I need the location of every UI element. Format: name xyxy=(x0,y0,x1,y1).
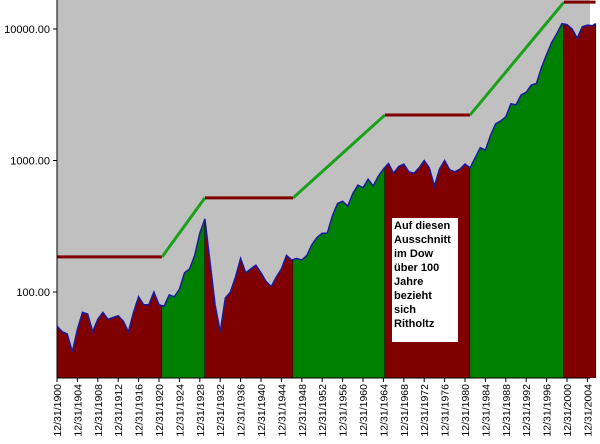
x-tick-label: 12/31/1928 xyxy=(195,384,207,437)
x-tick-label: 12/31/1900 xyxy=(52,384,64,437)
x-tick-label: 12/31/1940 xyxy=(256,384,268,437)
annotation-line: bezieht xyxy=(394,290,432,302)
x-tick-label: 12/31/1936 xyxy=(236,384,248,437)
x-tick-label: 12/31/1948 xyxy=(297,384,309,437)
annotation-line: über 100 xyxy=(394,262,440,274)
y-tick-label: 10000.00 xyxy=(4,24,50,36)
x-tick-label: 12/31/1924 xyxy=(174,384,186,437)
dow-price-line xyxy=(56,22,596,353)
x-tick-label: 12/31/1912 xyxy=(113,384,125,437)
x-tick-label: 12/31/1932 xyxy=(215,384,227,437)
annotation-line: Ausschnitt xyxy=(394,234,451,246)
x-tick-label: 12/31/1972 xyxy=(419,384,431,437)
regime-area-sideways xyxy=(57,292,163,378)
y-tick-label: 1000.00 xyxy=(10,156,50,168)
trend-line-bull xyxy=(160,196,207,258)
trend-line-bull xyxy=(468,1,566,116)
x-tick-label: 12/31/1920 xyxy=(154,384,166,437)
annotation-line: im Dow xyxy=(394,248,434,260)
x-tick-label: 12/31/1976 xyxy=(440,384,452,437)
annotation-line: Jahre xyxy=(394,276,424,288)
x-tick-label: 12/31/1996 xyxy=(542,384,554,437)
x-tick-label: 12/31/1916 xyxy=(134,384,146,437)
x-tick-label: 12/31/1968 xyxy=(399,384,411,437)
annotation-line: Auf diesen xyxy=(394,220,451,232)
x-tick-label: 12/31/1988 xyxy=(501,384,513,437)
x-tick-label: 12/31/1908 xyxy=(93,384,105,437)
annotation-box: Auf diesen Ausschnitt im Dow über 100 Ja… xyxy=(392,218,458,342)
regime-area-bull xyxy=(293,167,385,378)
regime-area-sideways xyxy=(204,218,294,378)
trend-line-bull xyxy=(292,113,386,199)
regime-area-bull xyxy=(470,23,564,379)
annotation-line: sich xyxy=(394,304,417,316)
x-tick-label: 12/31/1952 xyxy=(317,384,329,437)
x-tick-label: 12/31/1904 xyxy=(72,384,84,437)
x-tick-label: 12/31/1964 xyxy=(378,384,390,437)
x-tick-label: 12/31/1992 xyxy=(521,384,533,437)
x-tick-label: 12/31/2000 xyxy=(562,384,574,437)
x-tick-label: 12/31/2004 xyxy=(582,384,594,437)
x-tick-label: 12/31/1980 xyxy=(460,384,472,437)
x-tick-label: 12/31/1984 xyxy=(480,384,492,437)
x-tick-label: 12/31/1944 xyxy=(276,384,288,437)
x-tick-label: 12/31/1956 xyxy=(338,384,350,437)
regime-area-sideways xyxy=(563,23,596,379)
y-tick-label: 100.00 xyxy=(16,287,50,299)
annotation-line: Ritholtz xyxy=(394,318,435,330)
x-tick-label: 12/31/1960 xyxy=(358,384,370,437)
